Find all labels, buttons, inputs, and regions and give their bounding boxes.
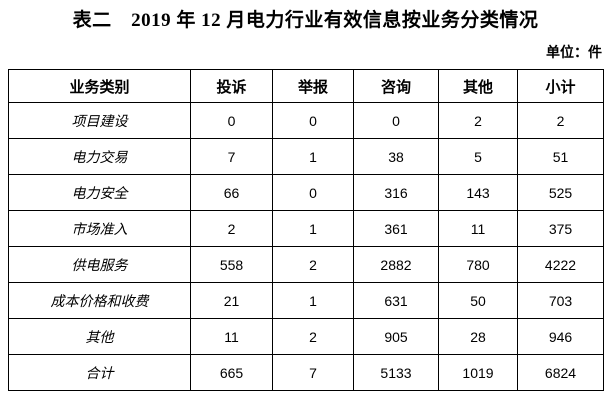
category-cell: 项目建设 [8,102,191,139]
value-cell: 2 [272,318,354,355]
value-cell: 50 [438,282,518,319]
category-cell: 供电服务 [8,246,191,283]
value-cell: 558 [190,246,273,283]
value-cell: 905 [353,318,439,355]
value-cell: 2 [517,102,604,139]
value-cell: 375 [517,210,604,247]
category-cell: 其他 [8,318,191,355]
value-cell: 11 [438,210,518,247]
value-cell: 2 [438,102,518,139]
value-cell: 51 [517,138,604,175]
table-header-row: 业务类别 投诉 举报 咨询 其他 小计 [8,69,604,103]
value-cell: 6824 [517,354,604,391]
value-cell: 5133 [353,354,439,391]
value-cell: 143 [438,174,518,211]
business-category-table: 业务类别 投诉 举报 咨询 其他 小计 项目建设 0 0 0 2 2 电力交易 … [8,69,604,391]
table-row: 供电服务 558 2 2882 780 4222 [8,246,604,283]
value-cell: 1019 [438,354,518,391]
table-row: 市场准入 2 1 361 11 375 [8,210,604,247]
table-row: 项目建设 0 0 0 2 2 [8,102,604,139]
category-cell: 合计 [8,354,191,391]
value-cell: 7 [272,354,354,391]
value-cell: 316 [353,174,439,211]
category-cell: 电力安全 [8,174,191,211]
value-cell: 0 [272,174,354,211]
header-reports: 举报 [272,69,354,103]
value-cell: 28 [438,318,518,355]
value-cell: 525 [517,174,604,211]
value-cell: 11 [190,318,273,355]
value-cell: 703 [517,282,604,319]
table-row: 电力安全 66 0 316 143 525 [8,174,604,211]
value-cell: 0 [190,102,273,139]
value-cell: 1 [272,282,354,319]
value-cell: 21 [190,282,273,319]
value-cell: 361 [353,210,439,247]
header-other: 其他 [438,69,518,103]
value-cell: 2 [190,210,273,247]
header-category: 业务类别 [8,69,191,103]
value-cell: 946 [517,318,604,355]
value-cell: 1 [272,210,354,247]
category-cell: 市场准入 [8,210,191,247]
table-row: 其他 11 2 905 28 946 [8,318,604,355]
table-row-total: 合计 665 7 5133 1019 6824 [8,354,604,391]
value-cell: 780 [438,246,518,283]
value-cell: 1 [272,138,354,175]
table-title: 表二 2019 年 12 月电力行业有效信息按业务分类情况 [72,10,539,31]
value-cell: 631 [353,282,439,319]
header-consultations: 咨询 [353,69,439,103]
header-subtotal: 小计 [517,69,604,103]
table-row: 成本价格和收费 21 1 631 50 703 [8,282,604,319]
value-cell: 665 [190,354,273,391]
header-complaints: 投诉 [190,69,273,103]
value-cell: 2 [272,246,354,283]
value-cell: 66 [190,174,273,211]
value-cell: 38 [353,138,439,175]
value-cell: 5 [438,138,518,175]
value-cell: 7 [190,138,273,175]
value-cell: 0 [353,102,439,139]
value-cell: 4222 [517,246,604,283]
category-cell: 电力交易 [8,138,191,175]
value-cell: 0 [272,102,354,139]
value-cell: 2882 [353,246,439,283]
table-row: 电力交易 7 1 38 5 51 [8,138,604,175]
category-cell: 成本价格和收费 [8,282,191,319]
unit-label: 单位：件 [546,46,602,61]
